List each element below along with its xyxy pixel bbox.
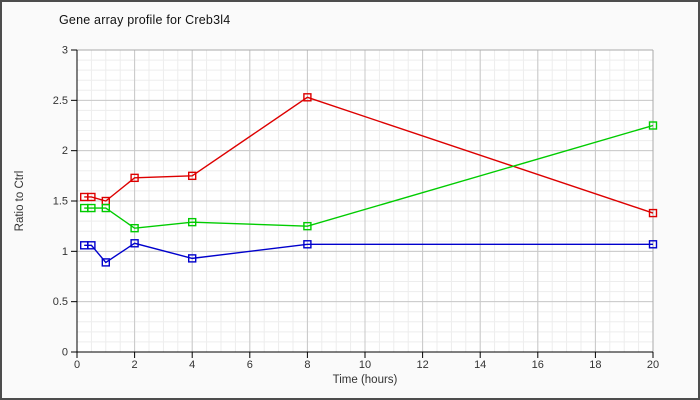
tick-labels: 0 0.5 1 1.5 2 2.5 3 0 2 4 6 8 10 12 14 16 18 20: [53, 45, 659, 372]
series-red-line: [84, 96, 654, 214]
series-blue-marker: [187, 254, 197, 263]
series-blue: [79, 239, 658, 267]
x-tick-label: 12: [416, 359, 428, 371]
major-gridlines: [77, 49, 654, 352]
y-tick-label: 2.5: [53, 95, 68, 107]
series-red-marker: [130, 173, 139, 183]
chart-title: Gene array profile for Creb3l4: [59, 13, 231, 27]
y-tick-label: 1.5: [53, 196, 68, 208]
x-tick-label: 16: [532, 359, 544, 371]
series-red-marker: [87, 192, 96, 202]
series-green-marker: [303, 221, 312, 231]
series-green-marker: [648, 121, 658, 130]
x-tick-label: 6: [247, 359, 253, 371]
series-blue-line: [84, 242, 653, 264]
y-tick-label: 0: [62, 347, 68, 359]
plot-border: [77, 49, 654, 352]
series-red-marker: [187, 171, 197, 181]
series-green-marker: [87, 203, 96, 213]
series-blue-marker: [87, 241, 96, 250]
y-tick-label: 0.5: [53, 296, 68, 308]
y-tick-label: 1: [62, 246, 68, 258]
axes: [71, 49, 654, 358]
series-blue-marker: [303, 240, 312, 249]
x-axis-title: Time (hours): [333, 374, 398, 386]
series-green-marker: [187, 217, 197, 227]
series-blue-marker: [648, 240, 658, 249]
series-green-line: [84, 124, 654, 229]
series-green: [79, 121, 658, 233]
x-tick-label: 8: [304, 359, 310, 371]
series-red: [79, 93, 658, 218]
y-tick-label: 3: [62, 45, 68, 57]
x-tick-label: 18: [589, 359, 601, 371]
series-blue-marker: [130, 239, 139, 248]
x-tick-label: 10: [359, 359, 371, 371]
series-green-marker: [101, 203, 111, 213]
x-tick-label: 20: [647, 359, 659, 371]
y-axis-title: Ratio to Ctrl: [14, 171, 26, 232]
x-tick-label: 0: [74, 359, 80, 371]
y-tick-label: 2: [62, 145, 68, 157]
series-red-marker: [303, 93, 312, 102]
data-series: [79, 93, 658, 267]
series-red-marker: [648, 208, 658, 218]
series-green-marker: [130, 223, 139, 233]
axis-titles: Time (hours) Ratio to Ctrl: [14, 171, 398, 386]
x-tick-label: 4: [189, 359, 195, 371]
x-tick-label: 14: [474, 359, 486, 371]
series-blue-marker: [101, 258, 111, 267]
x-tick-label: 2: [132, 359, 138, 371]
